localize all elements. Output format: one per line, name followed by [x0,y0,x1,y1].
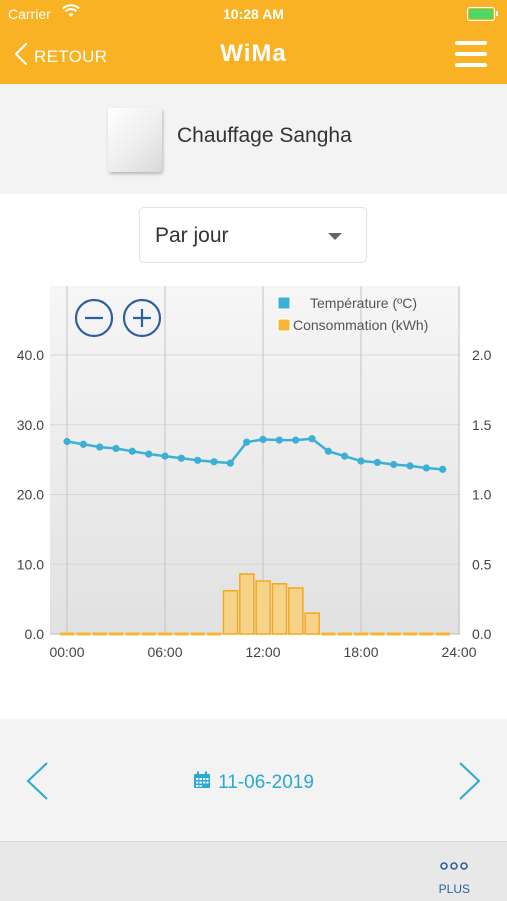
hamburger-menu-icon[interactable] [455,41,487,67]
chevron-right-icon [459,762,481,800]
status-bar: Carrier 10:28 AM [0,0,507,28]
temperature-point [194,456,202,464]
y-right-tick-label: 2.0 [472,347,492,363]
more-button[interactable]: PLUS [439,858,470,896]
date-value: 11-06-2019 [218,772,314,793]
consumption-bar [304,612,320,635]
consumption-bar [222,590,239,635]
temperature-points [63,435,447,473]
y-right-tick-label: 1.5 [472,417,492,433]
temperature-point [96,443,104,451]
y-left-tick-label: 10.0 [17,556,44,572]
temperature-point [439,465,447,473]
temperature-point [259,435,267,443]
y-right-tick-label: 0.0 [472,626,492,642]
clock: 10:28 AM [223,6,284,22]
temperature-point [145,450,153,458]
legend-swatch-temperature [277,296,291,310]
temperature-point [324,447,332,455]
temperature-point [79,440,87,448]
device-name: Chauffage Sangha [177,124,352,147]
x-tick-label: 06:00 [147,644,182,660]
back-button[interactable]: RETOUR [14,42,107,71]
temperature-point [112,444,120,453]
y-right-tick-label: 1.0 [472,487,492,503]
previous-day-button[interactable] [25,761,49,806]
device-header: Chauffage Sangha [0,84,507,194]
plot-area [50,286,460,634]
temperature-point [243,438,251,446]
temperature-point [390,460,398,469]
temperature-point [177,454,185,462]
x-tick-label: 12:00 [245,644,280,660]
temperature-point [128,447,136,455]
zoom-out-button[interactable] [74,298,114,338]
consumption-bar [288,587,304,635]
more-dots-icon [440,858,469,876]
temperature-point [308,435,316,443]
temperature-point [406,462,414,470]
y-left-tick-label: 40.0 [17,347,44,363]
chevron-left-icon [14,42,28,71]
chart-svg: 0.0 10.0 20.0 30.0 40.0 0.0 0.5 1.0 1.5 2.0 00:00 0… [17,286,492,660]
temperature-point [422,464,430,472]
chevron-left-icon [26,762,48,800]
temperature-point [161,452,169,460]
date-navigator: 11-06-2019 [0,719,507,841]
temperature-point [357,457,365,465]
back-label: RETOUR [34,46,108,66]
legend-swatch-consumption [277,318,291,332]
consumption-chart: 0.0 10.0 20.0 30.0 40.0 0.0 0.5 1.0 1.5 2.0 00:00 0… [0,286,507,676]
y-left-tick-label: 30.0 [17,417,44,433]
carrier-label: Carrier [8,6,51,22]
app-logo: WiMa [220,40,287,67]
consumption-bar [255,580,271,635]
consumption-bar [239,573,255,635]
temperature-point [341,452,349,460]
x-tick-label: 24:00 [441,644,476,660]
x-tick-label: 18:00 [343,644,378,660]
temperature-point [275,436,283,444]
consumption-bars [60,573,450,636]
wifi-icon [62,4,80,21]
period-select[interactable]: Par jour [139,207,367,263]
temperature-point [63,437,71,446]
radiator-image [108,108,162,172]
chart-panel: Par jour 0.0 10.0 20.0 30.0 40.0 0.0 0.5 1.0 1.5… [0,194,507,719]
zoom-in-button[interactable] [122,298,162,338]
next-day-button[interactable] [458,761,482,806]
legend-label-consumption: Consommation (kWh) [293,317,428,333]
nav-bar: RETOUR WiMa [0,28,507,84]
y-left-tick-label: 20.0 [17,487,44,503]
period-selected-value: Par jour [155,224,229,247]
temperature-point [373,458,381,467]
date-picker[interactable]: 11-06-2019 [0,771,507,795]
y-right-tick-label: 0.5 [472,556,492,572]
caret-down-icon [328,233,342,240]
temperature-point [226,459,234,467]
legend: Température (ºC) Consommation (kWh) [277,295,428,333]
tab-bar: PLUS [0,841,507,901]
temperature-point [210,458,218,466]
consumption-bar [271,583,288,635]
legend-label-temperature: Température (ºC) [310,295,417,311]
x-tick-label: 00:00 [49,644,84,660]
more-label: PLUS [438,882,470,896]
battery-icon [467,7,498,21]
temperature-point [292,436,300,444]
calendar-icon [193,771,211,795]
y-left-tick-label: 0.0 [25,626,45,642]
axis-ticks: 0.0 10.0 20.0 30.0 40.0 0.0 0.5 1.0 1.5 2.0 00:00 0… [17,347,492,660]
